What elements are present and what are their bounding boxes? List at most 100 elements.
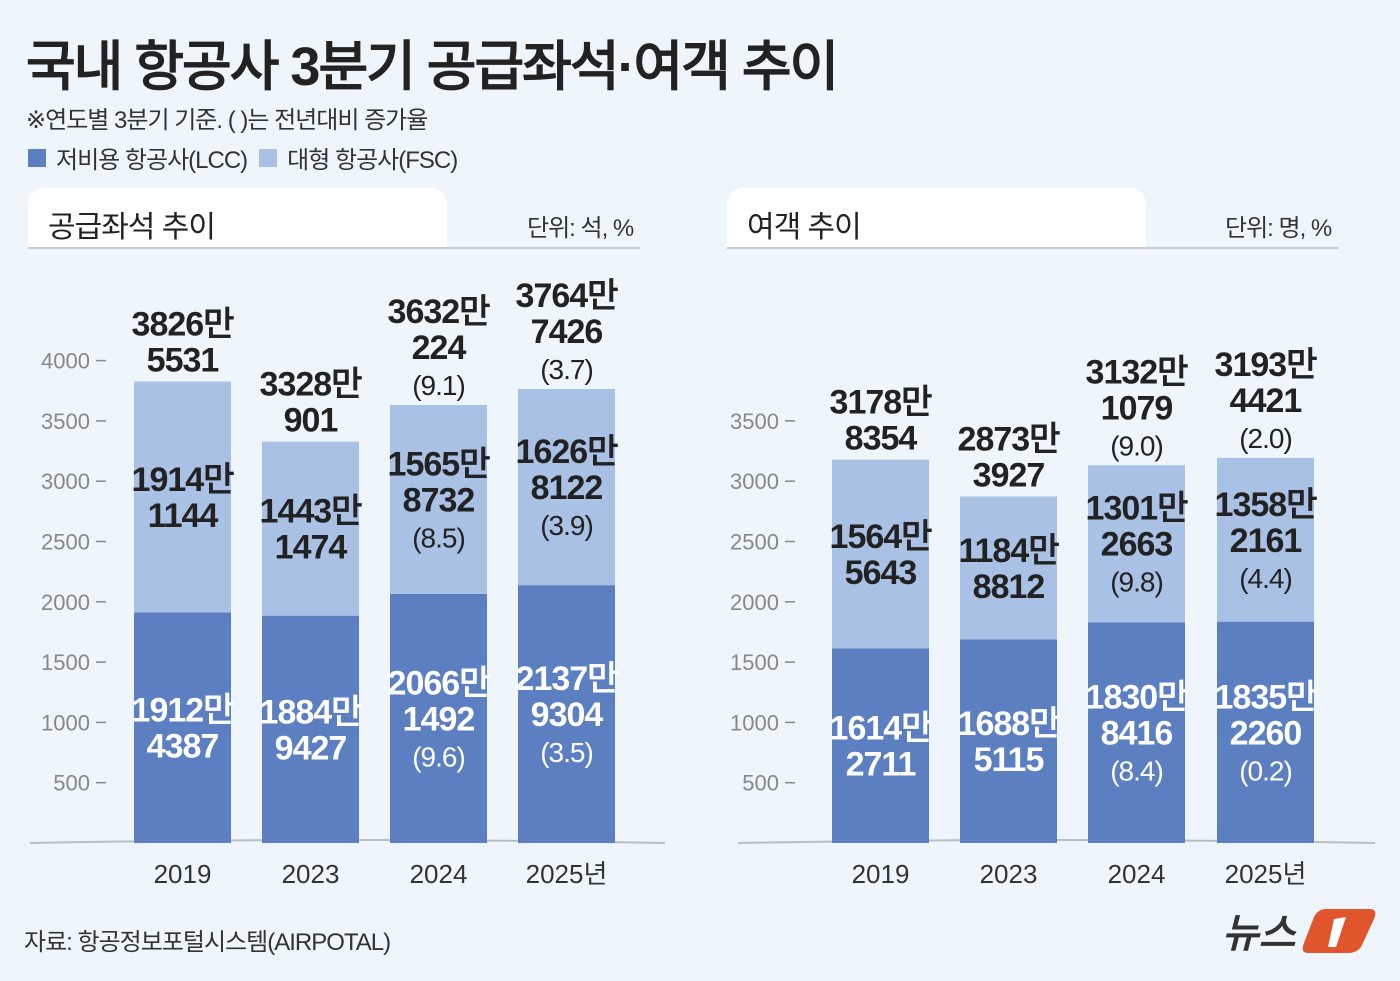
- legend-label-lcc: 저비용 항공사(LCC): [56, 147, 248, 174]
- bar-label-lcc: 2066만: [388, 664, 491, 702]
- bar-label-lcc: 4387: [147, 728, 219, 766]
- bar-label-fsc: 1626만: [516, 433, 619, 471]
- total-label: 3826만: [132, 306, 235, 344]
- bar-label-fsc: 1564만: [830, 518, 933, 556]
- bar-fsc: [832, 459, 929, 649]
- bar-label-fsc: (3.9): [540, 510, 593, 541]
- bar-lcc: [390, 593, 487, 843]
- total-label: (9.0): [1110, 430, 1163, 461]
- bar-label-lcc: (8.4): [1110, 756, 1163, 787]
- bar-label-fsc: 2161: [1230, 522, 1302, 560]
- x-category-label: 2019: [852, 859, 910, 889]
- total-label: 901: [284, 402, 338, 440]
- bar-label-lcc: (9.6): [412, 741, 465, 772]
- bar-lcc: [832, 648, 929, 843]
- total-label: 2873만: [958, 420, 1061, 458]
- legend-label-fsc: 대형 항공사(FSC): [287, 147, 458, 174]
- bar-label-fsc: 1443만: [260, 493, 363, 531]
- total-label: (2.0): [1239, 423, 1292, 454]
- bar-label-lcc: 9304: [531, 696, 604, 734]
- bar-label-lcc: 2137만: [516, 660, 619, 698]
- total-label: 3132만: [1086, 353, 1189, 391]
- bar-fsc: [262, 441, 359, 616]
- bar-lcc: [1217, 621, 1314, 843]
- bar-fsc: [518, 388, 615, 586]
- seats-panel-header: [28, 188, 447, 248]
- y-tick-label: 1500: [41, 650, 90, 675]
- bar-fsc: [960, 496, 1057, 640]
- bar-label-fsc: (9.8): [1110, 567, 1163, 598]
- y-tick-label: 3500: [730, 409, 779, 434]
- seats-divider: [28, 247, 640, 249]
- bar-label-fsc: 1144: [148, 497, 219, 535]
- bar-lcc: [960, 639, 1057, 843]
- bar-label-lcc: 1912만: [132, 692, 235, 730]
- y-tick-label: 1000: [41, 710, 90, 735]
- news1-logo: 뉴스: [1222, 909, 1376, 956]
- y-tick-label: 1500: [730, 650, 779, 675]
- bar-label-lcc: 2711: [846, 746, 916, 784]
- bar-label-lcc: 1884만: [260, 693, 363, 731]
- x-category-label: 2023: [282, 859, 340, 889]
- y-tick-label: 3500: [41, 409, 90, 434]
- bar-label-fsc: 1301만: [1086, 490, 1189, 528]
- bar-label-fsc: (4.4): [1239, 563, 1292, 594]
- x-category-label: 2024: [1108, 859, 1166, 889]
- x-category-label: 2024: [410, 859, 468, 889]
- page-title: 국내 항공사 3분기 공급좌석·여객 추이: [26, 37, 839, 97]
- source-note: 자료: 항공정보포털시스템(AIRPOTAL): [24, 929, 391, 956]
- bar-fsc: [1088, 465, 1185, 623]
- total-label: 3927: [973, 456, 1045, 494]
- bar-fsc: [1217, 457, 1314, 622]
- bar-label-lcc: 1830만: [1086, 679, 1189, 717]
- bar-label-fsc: 5643: [845, 554, 917, 592]
- bar-lcc: [262, 615, 359, 843]
- total-label: 4421: [1230, 382, 1302, 420]
- seats-panel-title: 공급좌석 추이: [48, 211, 216, 244]
- total-label: 3632만: [388, 293, 491, 331]
- bar-fsc: [390, 404, 487, 594]
- bar-label-lcc: 1492: [403, 700, 475, 738]
- bar-label-fsc: 8732: [403, 481, 475, 519]
- total-label: (9.1): [412, 370, 465, 401]
- passengers-panel-header: [727, 188, 1146, 248]
- bar-label-fsc: 1184만: [958, 532, 1059, 570]
- bar-lcc: [518, 585, 615, 843]
- bar-label-fsc: 8122: [531, 469, 603, 507]
- total-label: 3178만: [830, 384, 933, 422]
- legend-swatch-fsc: [259, 148, 278, 167]
- x-category-label: 2025년: [1225, 859, 1307, 889]
- bar-label-lcc: 2260: [1230, 714, 1302, 752]
- y-tick-label: 2000: [730, 590, 779, 615]
- y-tick-label: 2500: [41, 530, 90, 555]
- x-category-label: 2019: [154, 859, 212, 889]
- bar-label-lcc: 1835만: [1215, 678, 1318, 716]
- passengers-divider: [727, 247, 1339, 249]
- subtitle: ※연도별 3분기 기준. ( )는 전년대비 증가율: [26, 107, 428, 134]
- x-category-label: 2023: [980, 859, 1038, 889]
- total-label: 3764만: [516, 277, 619, 315]
- total-label: 3193만: [1215, 346, 1318, 384]
- seats-unit: 단위: 석, %: [527, 215, 634, 242]
- bar-label-lcc: 5115: [974, 741, 1044, 779]
- y-tick-label: 3000: [41, 469, 90, 494]
- bar-label-fsc: 2663: [1101, 526, 1173, 564]
- legend: 저비용 항공사(LCC) 대형 항공사(FSC): [28, 140, 458, 175]
- bar-label-lcc: (0.2): [1239, 755, 1292, 786]
- y-tick-label: 500: [742, 771, 779, 796]
- bar-fsc: [134, 381, 231, 613]
- total-label: 7426: [531, 313, 603, 351]
- y-tick-label: 4000: [41, 349, 90, 374]
- total-label: 224: [412, 329, 467, 367]
- total-label: (3.7): [540, 354, 593, 385]
- bar-label-fsc: 1914만: [132, 461, 235, 499]
- bar-label-fsc: 1358만: [1215, 486, 1318, 524]
- bar-label-lcc: 9427: [275, 729, 347, 767]
- svg-text:뉴스: 뉴스: [1222, 912, 1298, 956]
- bar-label-lcc: 8416: [1101, 715, 1173, 753]
- total-label: 1079: [1101, 389, 1173, 427]
- bar-label-fsc: 8812: [973, 568, 1045, 606]
- y-tick-label: 500: [53, 771, 90, 796]
- total-label: 5531: [147, 342, 219, 380]
